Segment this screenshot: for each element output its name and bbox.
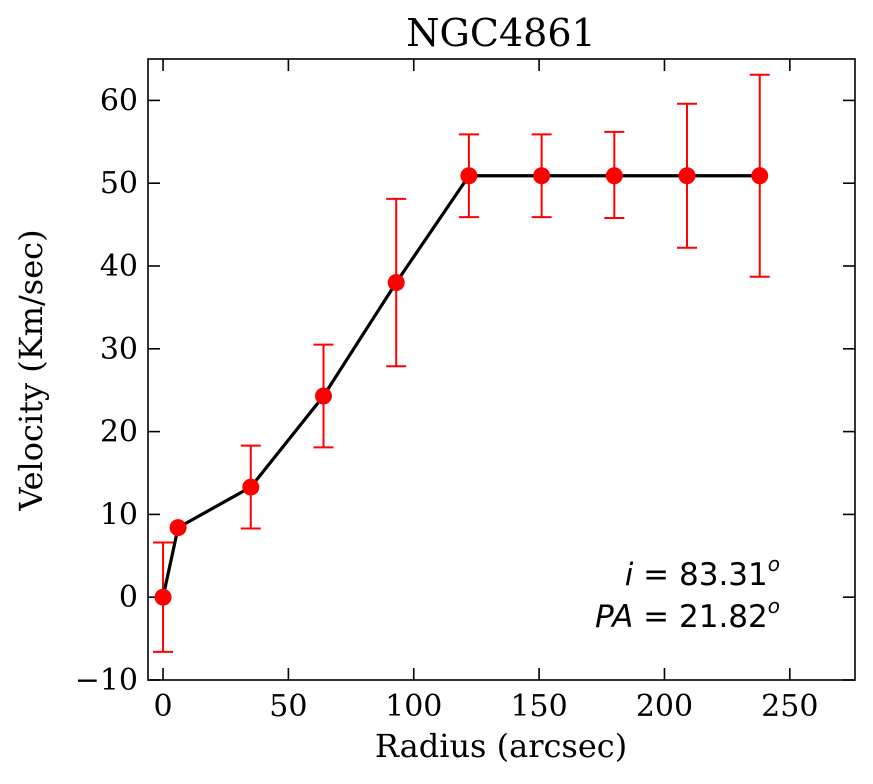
data-point: [605, 167, 623, 185]
x-tick-label: 150: [510, 689, 567, 724]
chart-title: NGC4861: [406, 11, 595, 55]
y-tick-label: −10: [75, 663, 138, 698]
x-tick-label: 100: [385, 689, 442, 724]
plot-frame: [147, 58, 856, 681]
y-tick-label: 50: [100, 166, 138, 201]
position-angle-value: 21.82: [679, 599, 768, 635]
data-point: [387, 274, 405, 292]
data-markers: [154, 167, 769, 606]
series-line-group: [161, 174, 760, 598]
y-axis: −10 0 10 20 30 40 50 60: [75, 83, 855, 698]
data-point: [678, 167, 696, 185]
x-tick-label: 200: [636, 689, 693, 724]
y-tick-label: 40: [100, 249, 138, 284]
inclination-annotation: i = 83.31o: [625, 552, 780, 593]
y-axis-label: Velocity (Km/sec): [12, 229, 50, 511]
x-tick-label: 250: [761, 689, 818, 724]
inclination-value: 83.31: [679, 557, 768, 593]
data-point: [169, 519, 187, 537]
series-line: [161, 174, 760, 598]
y-tick-label: 30: [100, 332, 138, 367]
y-tick-label: 60: [100, 83, 138, 118]
y-tick-label: 0: [119, 580, 138, 615]
data-point: [314, 387, 332, 405]
x-tick-label: 0: [153, 689, 172, 724]
x-tick-label: 50: [269, 689, 307, 724]
data-point: [154, 588, 172, 606]
data-point: [533, 167, 551, 185]
x-axis: 0 50 100 150 200 250: [153, 59, 818, 724]
inclination-degree: o: [768, 552, 780, 576]
inclination-symbol: i: [625, 557, 634, 593]
position-angle-symbol: PA: [595, 599, 633, 635]
y-tick-label: 20: [100, 415, 138, 450]
data-point: [460, 167, 478, 185]
position-angle-equals: =: [633, 599, 679, 635]
data-point: [242, 478, 260, 496]
x-axis-label: Radius (arcsec): [375, 727, 627, 765]
data-point: [751, 167, 769, 185]
y-tick-label: 10: [100, 497, 138, 532]
position-angle-annotation: PA = 21.82o: [595, 594, 780, 635]
position-angle-degree: o: [768, 594, 780, 618]
inclination-equals: =: [633, 557, 679, 593]
